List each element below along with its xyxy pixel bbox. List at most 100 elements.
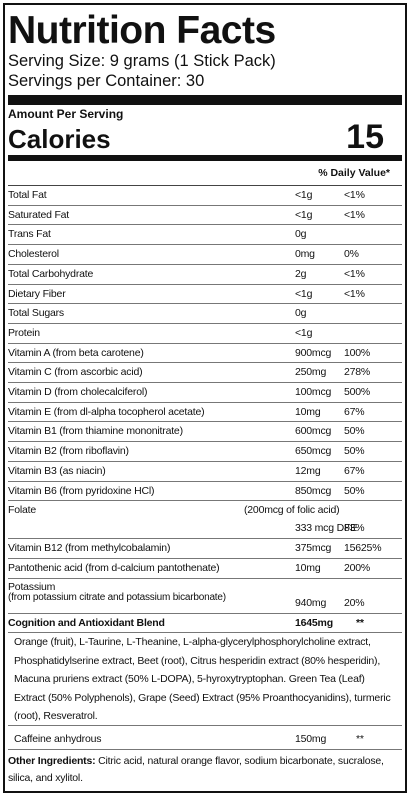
nutrient-name: Pantothenic acid (from d-calcium pantoth… — [8, 561, 220, 574]
calories-row: Calories 15 — [8, 118, 402, 156]
nutrient-name: Protein — [8, 326, 40, 339]
nutrient-dv: <1% — [344, 189, 365, 201]
nutrient-row: Vitamin C (from ascorbic acid) 250mg 278% — [8, 363, 402, 384]
nutrient-amount: 250mg — [295, 366, 327, 379]
nutrient-dv: 50% — [344, 425, 365, 438]
nutrient-name: Total Fat — [8, 189, 47, 201]
nutrient-dv: 50% — [344, 484, 365, 497]
nutrient-amount: <1g — [295, 208, 313, 221]
nutrient-name: Total Carbohydrate — [8, 267, 94, 280]
blend-ingredients: Orange (fruit), L-Taurine, L-Theanine, L… — [8, 633, 402, 727]
nutrient-name: Folate — [8, 504, 36, 517]
nutrient-name: Trans Fat — [8, 228, 51, 241]
nutrient-dv: 100% — [344, 346, 371, 359]
nutrient-name: Saturated Fat — [8, 208, 70, 221]
nutrient-amount: 12mg — [295, 464, 321, 477]
nutrient-name: Vitamin D (from cholecalciferol) — [8, 386, 148, 399]
divider — [8, 95, 402, 105]
daily-value-header: % Daily Value* — [8, 161, 402, 186]
other-ingredients: Other Ingredients: Citric acid, natural … — [8, 750, 402, 787]
nutrient-amount: 10mg — [295, 561, 321, 574]
nutrient-row: Cholesterol 0mg 0% — [8, 245, 402, 265]
nutrient-amount: 650mcg — [295, 445, 332, 458]
nutrient-amount: <1g — [295, 287, 313, 300]
nutrient-dv: 20% — [344, 596, 365, 609]
nutrient-name: Vitamin C (from ascorbic acid) — [8, 366, 143, 379]
nutrient-dv: 500% — [344, 386, 371, 399]
nutrient-name: Dietary Fiber — [8, 287, 66, 300]
nutrient-amount: 600mcg — [295, 425, 332, 438]
nutrient-row: Caffeine anhydrous 150mg ** — [8, 730, 402, 751]
nutrient-amount: 850mcg — [295, 484, 332, 497]
serving-size: Serving Size: 9 grams (1 Stick Pack) — [8, 52, 276, 70]
nutrient-dv: 67% — [344, 405, 365, 418]
nutrient-subtext: (from potassium citrate and potassium bi… — [8, 591, 226, 603]
nutrient-note: (200mcg of folic acid) — [244, 504, 340, 517]
nutrient-row: Vitamin A (from beta carotene) 900mcg 100% — [8, 344, 402, 364]
nutrient-amount: 1645mg — [295, 616, 333, 629]
nutrient-row: Vitamin B1 (from thiamine mononitrate) 60… — [8, 422, 402, 443]
nutrient-row: Vitamin D (from cholecalciferol) 100mcg 50… — [8, 383, 402, 403]
nutrient-dv: 50% — [344, 445, 365, 458]
nutrient-amount: 900mcg — [295, 346, 332, 359]
nutrient-name: Vitamin A (from beta carotene) — [8, 346, 144, 359]
nutrient-name: Cognition and Antioxidant Blend — [8, 616, 165, 629]
calories-value: 15 — [346, 118, 384, 156]
nutrient-dv: 0% — [344, 248, 359, 261]
nutrient-name: Vitamin E (from dl-alpha tocopherol acet… — [8, 405, 205, 418]
nutrient-dv: 15625% — [344, 542, 382, 555]
nutrient-amount: 0mg — [295, 248, 315, 261]
nutrient-amount: 333 mcg DFE — [295, 522, 357, 535]
nutrient-row: Vitamin B2 (from riboflavin) 650mcg 50% — [8, 442, 402, 462]
nutrient-row: Pantothenic acid (from d-calcium pantoth… — [8, 559, 402, 579]
nutrient-name: Vitamin B1 (from thiamine mononitrate) — [8, 425, 183, 438]
nutrient-row: Saturated Fat <1g <1% — [8, 206, 402, 226]
nutrient-dv: 278% — [344, 366, 371, 379]
nutrient-name: Vitamin B3 (as niacin) — [8, 464, 106, 477]
nutrient-dv: <1% — [344, 267, 365, 280]
nutrient-rows: Total Fat <1g <1% Saturated Fat <1g <1% Trans … — [8, 186, 402, 634]
nutrient-name: Vitamin B12 (from methylcobalamin) — [8, 542, 171, 555]
nutrient-row: Trans Fat 0g — [8, 225, 402, 246]
nutrient-dv: <1% — [344, 208, 365, 221]
other-ingredients-label: Other Ingredients: — [8, 755, 96, 768]
amount-per-serving: Amount Per Serving — [8, 107, 124, 121]
other-ingredients-text: Citric acid, natural orange flavor, sodi… — [8, 755, 384, 785]
nutrient-amount: <1g — [295, 189, 313, 201]
nutrient-amount: 940mg — [295, 596, 327, 609]
nutrient-dv: 67% — [344, 464, 365, 477]
divider — [8, 155, 402, 161]
nutrient-amount: 150mg — [295, 733, 327, 746]
nutrient-row: Vitamin E (from dl-alpha tocopherol acet… — [8, 403, 402, 423]
nutrient-amount: 375mcg — [295, 542, 332, 555]
nutrient-row: Vitamin B12 (from methylcobalamin) 375mcg… — [8, 539, 402, 559]
nutrient-dv: 83% — [344, 522, 365, 535]
nutrient-amount: 0g — [295, 307, 307, 320]
nutrient-row: Dietary Fiber <1g <1% — [8, 285, 402, 305]
nutrient-name: Vitamin B2 (from riboflavin) — [8, 445, 129, 458]
calories-label: Calories — [8, 124, 111, 154]
nutrient-amount: 2g — [295, 267, 307, 280]
nutrient-row: Vitamin B3 (as niacin) 12mg 67% — [8, 462, 402, 482]
nutrient-name: Vitamin B6 (from pyridoxine HCl) — [8, 484, 155, 497]
nutrient-row: Total Fat <1g <1% — [8, 186, 402, 206]
servings-per-container: Servings per Container: 30 — [8, 72, 205, 90]
nutrient-row: Vitamin B6 (from pyridoxine HCl) 850mcg 50… — [8, 482, 402, 502]
nutrient-dv: ** — [356, 616, 364, 629]
nutrient-row: Protein <1g — [8, 324, 402, 344]
nutrient-amount: 10mg — [295, 405, 321, 418]
nutrient-row: Total Carbohydrate 2g <1% — [8, 265, 402, 285]
nutrient-dv: <1% — [344, 287, 365, 300]
nutrient-row: Folate (200mcg of folic acid) 333 mcg DFE 8… — [8, 501, 402, 540]
nutrient-row: Total Sugars 0g — [8, 304, 402, 324]
nutrient-name: Caffeine anhydrous — [14, 733, 102, 746]
nutrient-row: Potassium (from potassium citrate and pot… — [8, 579, 402, 614]
nutrient-dv: ** — [356, 733, 364, 746]
nutrient-name: Cholesterol — [8, 248, 59, 261]
nutrient-amount: 100mcg — [295, 386, 332, 399]
nutrient-row: Cognition and Antioxidant Blend 1645mg ** — [8, 614, 402, 634]
nutrient-dv: 200% — [344, 561, 371, 574]
title: Nutrition Facts — [8, 9, 276, 52]
nutrition-label: Nutrition Facts Serving Size: 9 grams (1… — [3, 3, 407, 793]
